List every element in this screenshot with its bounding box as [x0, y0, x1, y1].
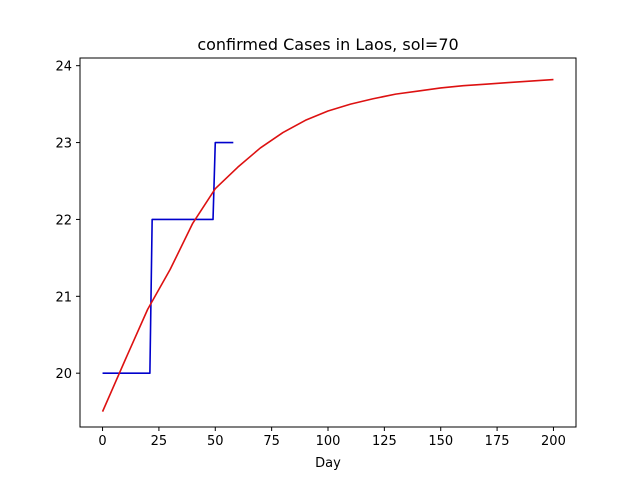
- x-tick-label: 200: [541, 434, 566, 449]
- x-tick-label: 0: [98, 434, 106, 449]
- x-tick-label: 125: [372, 434, 397, 449]
- x-tick-label: 175: [485, 434, 510, 449]
- y-tick-label: 24: [55, 60, 72, 75]
- x-tick-label: 100: [316, 434, 341, 449]
- plot-area: [101, 78, 554, 412]
- y-axis: 20 21 22 23 24: [55, 60, 80, 382]
- y-tick-label: 23: [55, 137, 72, 152]
- chart-title: confirmed Cases in Laos, sol=70: [197, 35, 458, 54]
- series-line-1: [102, 141, 234, 374]
- x-axis-label: Day: [315, 456, 341, 471]
- x-tick-label: 75: [263, 434, 280, 449]
- x-axis: 0 25 50 75 100 125 150 175 200: [98, 427, 566, 449]
- y-tick-label: 22: [55, 213, 72, 228]
- x-tick-label: 50: [207, 434, 224, 449]
- x-tick-label: 25: [151, 434, 168, 449]
- series-line-2: [101, 78, 554, 412]
- y-tick-label: 20: [55, 367, 72, 382]
- x-tick-label: 150: [428, 434, 453, 449]
- y-tick-label: 21: [55, 290, 72, 305]
